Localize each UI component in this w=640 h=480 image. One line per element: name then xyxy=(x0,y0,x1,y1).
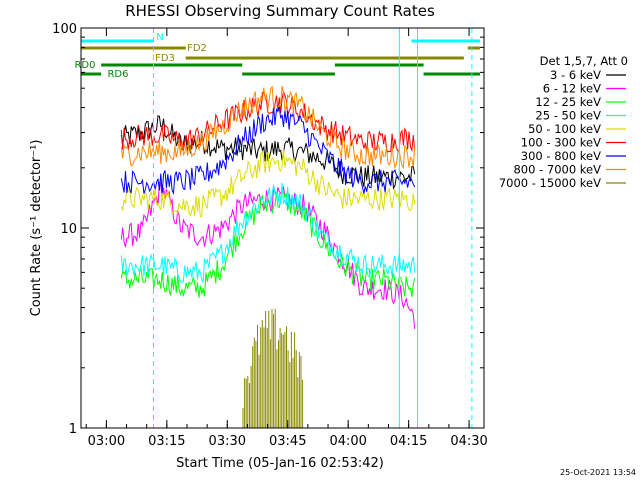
x-tick-label: 03:15 xyxy=(148,434,185,449)
series-3-6-kev xyxy=(120,114,416,190)
legend-label-300-800-kev: 300 - 800 keV xyxy=(521,149,601,163)
x-axis: 03:00 03:15 03:30 03:45 04:00 04:15 04:30 xyxy=(85,28,488,449)
status-bar-label-rd0: RD0 xyxy=(74,60,95,71)
series-layer xyxy=(120,85,416,428)
legend-label-6-12-kev: 6 - 12 keV xyxy=(543,82,601,96)
footer-timestamp: 25-Oct-2021 13:54 xyxy=(560,468,636,477)
x-tick-label: 03:45 xyxy=(269,434,306,449)
status-bar-label-n: N xyxy=(156,32,163,43)
status-bar-label-fd2: FD2 xyxy=(187,43,207,54)
series-100-300-kev xyxy=(120,90,416,153)
series-25-50-kev xyxy=(120,182,416,284)
vertical-markers xyxy=(153,28,473,428)
legend-label-12-25-kev: 12 - 25 keV xyxy=(535,95,601,109)
legend-label-800-7000-kev: 800 - 7000 keV xyxy=(513,163,601,177)
legend-header: Det 1,5,7, Att 0 xyxy=(540,54,628,68)
legend-label-100-300-kev: 100 - 300 keV xyxy=(521,136,601,150)
y-tick-label: 1 xyxy=(69,422,77,437)
y-axis: 1 10 100 xyxy=(52,22,484,437)
legend-label-25-50-kev: 25 - 50 keV xyxy=(535,109,601,123)
chart-title: RHESSI Observing Summary Count Rates xyxy=(125,2,435,20)
status-bars: N FD2 FD3 RD0 RD6 xyxy=(74,32,480,80)
series-50-100-kev xyxy=(120,148,416,218)
legend-label-50-100-kev: 50 - 100 keV xyxy=(528,122,601,136)
x-tick-label: 04:00 xyxy=(329,434,366,449)
legend-label-3-6-kev: 3 - 6 keV xyxy=(550,68,601,82)
status-bar-label-fd3: FD3 xyxy=(155,53,175,64)
series-12-25-kev xyxy=(120,190,416,298)
series-300-800-kev xyxy=(120,105,416,195)
y-tick-label: 10 xyxy=(60,222,77,237)
x-tick-label: 04:30 xyxy=(450,434,487,449)
status-bar-label-rd6: RD6 xyxy=(107,69,128,80)
x-tick-label: 03:00 xyxy=(88,434,125,449)
series-7000-15000-kev xyxy=(242,308,304,428)
x-tick-label: 04:15 xyxy=(390,434,427,449)
y-axis-label: Count Rate (s⁻¹ detector⁻¹) xyxy=(29,140,44,317)
series-800-7000-kev xyxy=(120,85,416,170)
x-axis-label: Start Time (05-Jan-16 02:53:42) xyxy=(176,456,384,471)
y-tick-label: 100 xyxy=(52,22,77,37)
legend-label-7000-15000-kev: 7000 - 15000 keV xyxy=(499,176,601,190)
x-tick-label: 03:30 xyxy=(209,434,246,449)
